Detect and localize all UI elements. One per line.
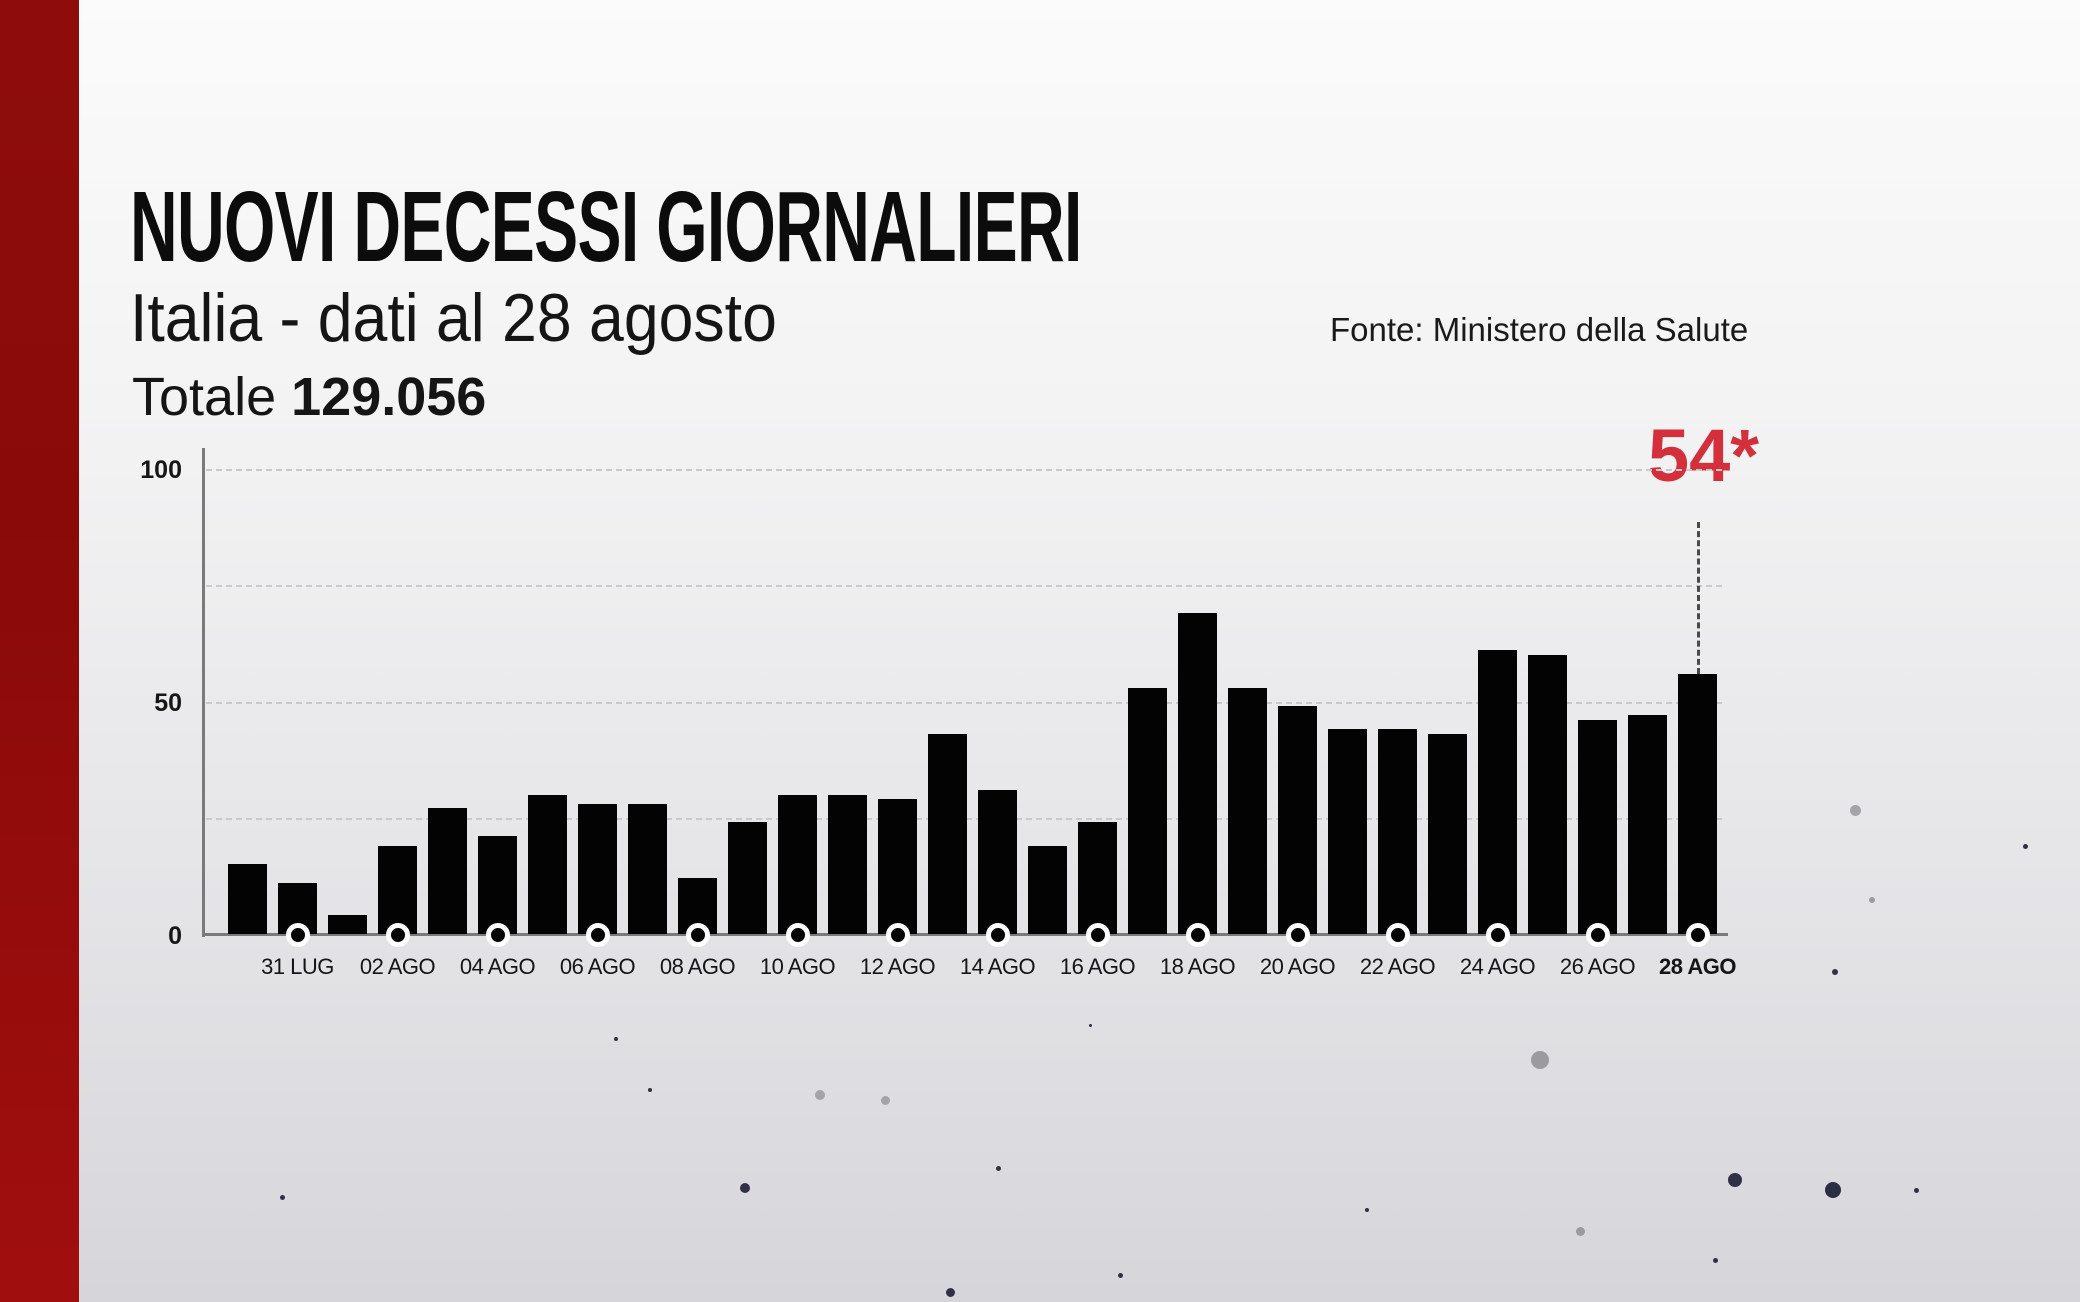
decorative-dot (945, 1287, 955, 1297)
decorative-dot (648, 1088, 652, 1092)
decorative-dot (1825, 1182, 1841, 1198)
bar-04-ago (478, 836, 517, 934)
tick-marker (1285, 923, 1310, 947)
decorative-dot (1913, 1187, 1919, 1193)
tick-marker (685, 923, 710, 947)
decorative-dot (279, 1194, 285, 1200)
bar-18-ago (1178, 613, 1217, 934)
tick-marker (1185, 923, 1210, 947)
decorative-dot (1832, 969, 1838, 975)
decorative-dot (1849, 804, 1861, 816)
decorative-dot (1869, 897, 1875, 903)
x-tick-label: 10 AGO (759, 954, 836, 979)
bar-12-ago (878, 799, 917, 934)
decorative-dot (815, 1090, 825, 1100)
total-value: 129.056 (291, 367, 487, 427)
tick-marker (285, 923, 310, 947)
source-note: Fonte: Ministero della Salute (1330, 311, 1749, 348)
bar-16-ago (1078, 822, 1117, 934)
bar-19-ago (1228, 687, 1267, 934)
tick-marker (985, 923, 1010, 947)
tick-marker (485, 923, 510, 947)
bar-01-ago (328, 915, 367, 934)
x-tick-label: 24 AGO (1459, 954, 1536, 979)
x-tick-label: 02 AGO (359, 954, 436, 979)
x-tick-label: 31 LUG (261, 954, 334, 979)
y-tick-50: 50 (154, 689, 182, 717)
bar-20-ago (1278, 706, 1317, 934)
accent-band (0, 0, 79, 1302)
bar-11-ago (828, 794, 867, 934)
decorative-dot (1575, 1226, 1585, 1236)
x-tick-label: 18 AGO (1159, 954, 1236, 979)
x-tick-label: 26 AGO (1559, 954, 1636, 979)
tick-marker (1485, 923, 1510, 947)
bar-22-ago (1378, 729, 1417, 934)
decorative-dot (740, 1183, 750, 1193)
decorative-dot (1728, 1173, 1742, 1187)
decorative-dot (1365, 1208, 1369, 1212)
tick-marker (1385, 923, 1410, 947)
chart-subtitle: Italia - dati al 28 agosto (130, 280, 777, 356)
decorative-dot (1088, 1023, 1092, 1027)
decorative-dot (995, 1165, 1001, 1171)
tick-marker (385, 923, 410, 947)
bar-02-ago (378, 845, 417, 934)
bar-30-lug (228, 864, 267, 934)
gridline-75 (206, 585, 1722, 588)
gridline-100 (206, 469, 1722, 471)
decorative-dot (880, 1095, 890, 1105)
latest-value-annotation: 54* (1648, 414, 1760, 497)
x-tick-label: 08 AGO (659, 954, 736, 979)
bar-14-ago (978, 789, 1017, 934)
bar-07-ago (628, 803, 667, 934)
bar-26-ago (1578, 720, 1617, 934)
y-tick-100: 100 (140, 456, 182, 484)
x-tick-label: 06 AGO (559, 954, 636, 979)
bar-23-ago (1428, 734, 1467, 934)
decorative-dot (1117, 1272, 1123, 1278)
x-tick-label: 12 AGO (859, 954, 936, 979)
decorative-dot (1712, 1257, 1718, 1263)
decorative-dot (614, 1037, 618, 1041)
x-tick-label: 28 AGO (1659, 954, 1736, 979)
x-axis (202, 933, 1728, 936)
x-tick-label: 04 AGO (459, 954, 536, 979)
bar-06-ago (578, 803, 617, 934)
bar-15-ago (1028, 845, 1067, 934)
tick-marker (1085, 923, 1110, 947)
bar-25-ago (1528, 655, 1567, 934)
tick-marker (1685, 923, 1710, 947)
tick-marker (1585, 923, 1610, 947)
bar-10-ago (778, 794, 817, 934)
bar-03-ago (428, 808, 467, 934)
bar-13-ago (928, 734, 967, 934)
annotation-leader-line (1696, 522, 1700, 674)
decorative-dot (2022, 843, 2028, 849)
gridline-50 (206, 701, 1722, 704)
x-tick-label: 22 AGO (1359, 954, 1436, 979)
tick-marker (585, 923, 610, 947)
tick-marker (885, 923, 910, 947)
bar-24-ago (1478, 650, 1517, 934)
x-tick-label: 14 AGO (959, 954, 1036, 979)
bar-27-ago (1628, 715, 1667, 934)
decorative-dot (1531, 1051, 1549, 1069)
y-tick-0: 0 (168, 922, 182, 950)
x-tick-label: 20 AGO (1259, 954, 1336, 979)
bar-05-ago (528, 794, 567, 934)
total-label: Totale (132, 367, 277, 427)
bar-09-ago (728, 822, 767, 934)
bar-17-ago (1128, 687, 1167, 934)
total-deaths: Totale 129.056 (132, 366, 486, 428)
bar-28-ago (1678, 673, 1717, 934)
x-tick-label: 16 AGO (1059, 954, 1136, 979)
bar-21-ago (1328, 729, 1367, 934)
chart-title: NUOVI DECESSI GIORNALIERI (130, 171, 1082, 283)
tick-marker (785, 923, 810, 947)
y-axis (202, 448, 205, 937)
